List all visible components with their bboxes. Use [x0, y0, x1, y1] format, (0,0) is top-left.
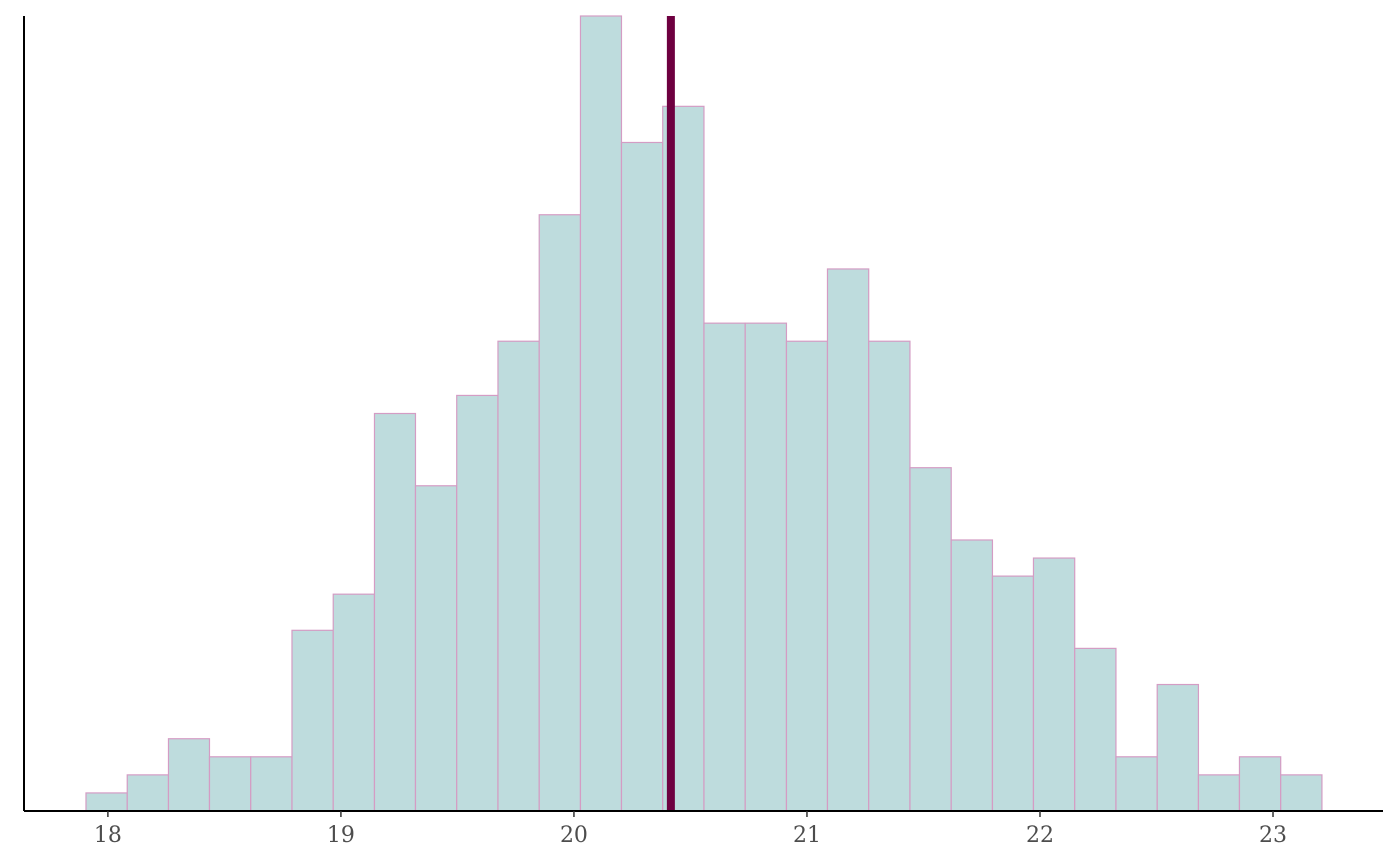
bar: [950, 539, 994, 812]
bar: [868, 340, 911, 812]
bar: [373, 412, 417, 812]
bar: [1156, 683, 1200, 812]
bar: [909, 467, 952, 812]
x-tick-label: 21: [793, 823, 821, 848]
x-tick-label: 20: [560, 823, 588, 848]
bar: [1238, 756, 1282, 812]
bar: [250, 756, 293, 812]
x-tick-label: 19: [327, 823, 355, 848]
bar: [991, 575, 1035, 812]
bar: [126, 774, 170, 812]
bar: [1115, 756, 1158, 812]
bar: [414, 485, 458, 812]
x-tick-label: 23: [1259, 823, 1287, 848]
bar: [291, 629, 334, 812]
bar: [785, 340, 829, 812]
bar: [1032, 557, 1076, 812]
bar: [579, 15, 623, 812]
bar: [1280, 774, 1323, 812]
bar: [703, 322, 746, 812]
bar: [332, 593, 376, 812]
bar: [85, 792, 128, 812]
bar: [1074, 647, 1117, 812]
bar: [538, 214, 582, 812]
bar: [456, 394, 499, 812]
bar: [497, 340, 540, 812]
bar: [744, 322, 788, 812]
bar: [208, 756, 252, 812]
x-tick-label: 18: [94, 823, 122, 848]
bar: [167, 738, 211, 812]
x-tick-label: 22: [1026, 823, 1054, 848]
bar: [826, 268, 870, 812]
bar: [620, 141, 664, 812]
bar: [1197, 774, 1241, 812]
